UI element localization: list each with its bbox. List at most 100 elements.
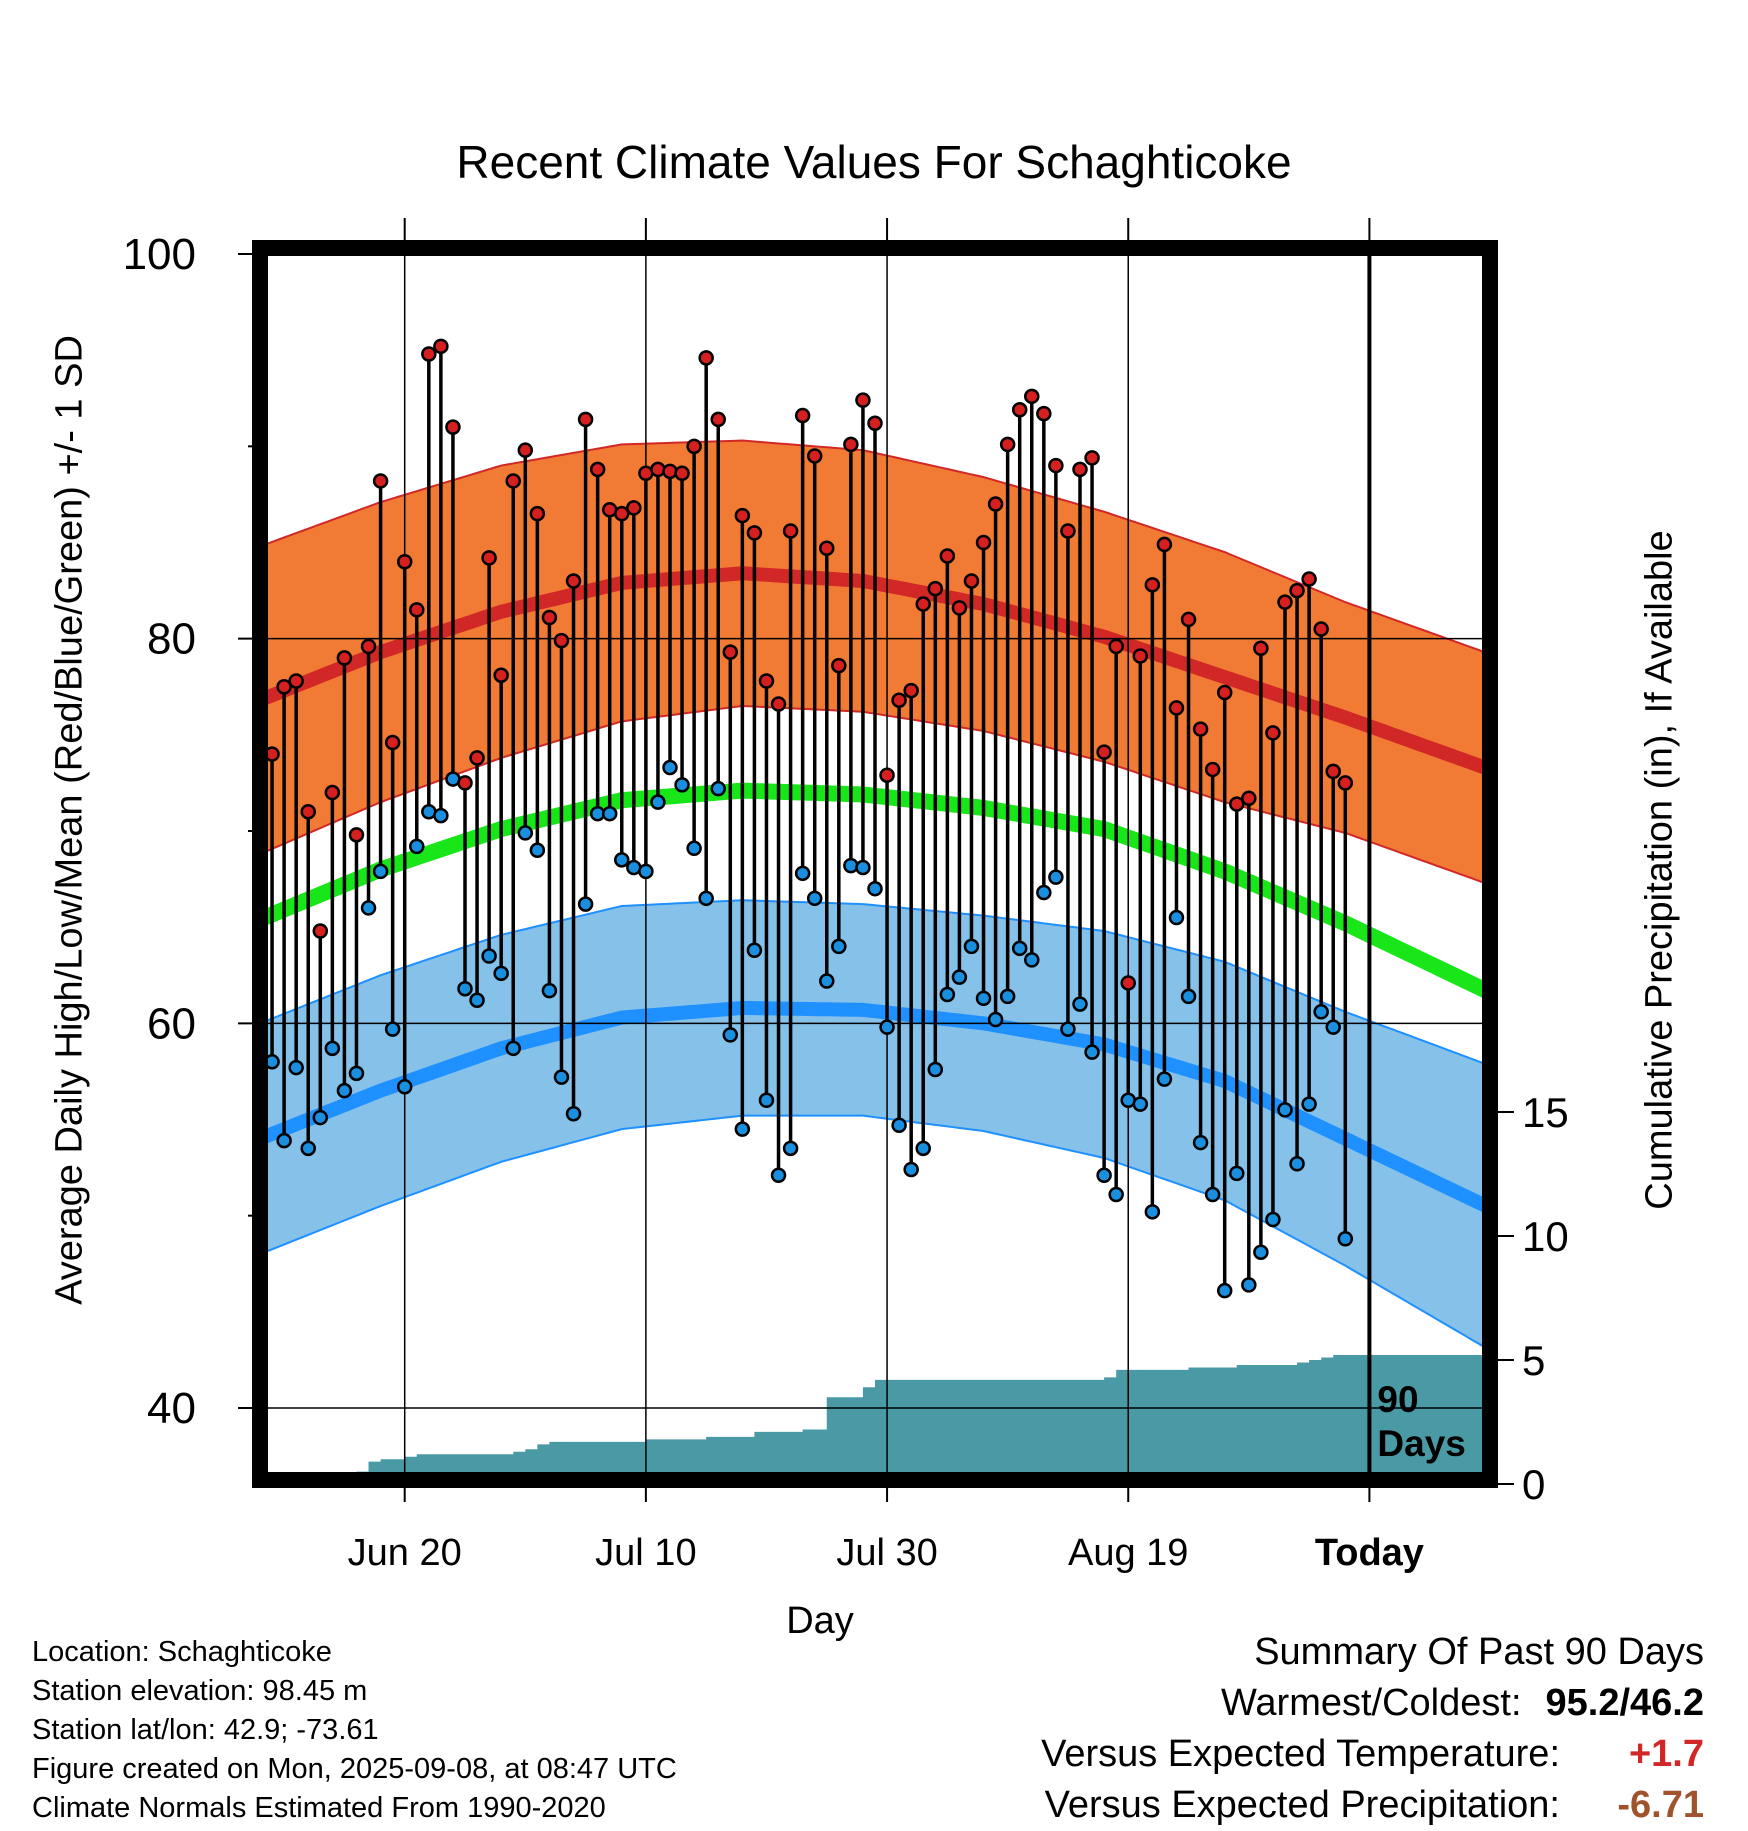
high-point — [867, 415, 883, 432]
high-point — [433, 338, 449, 355]
low-point — [517, 825, 534, 841]
warm-cold-value: 95.2/46.2 — [1545, 1682, 1704, 1724]
low-point — [336, 1082, 353, 1099]
low-point — [686, 840, 702, 857]
y-left-tick-label: 60 — [147, 999, 196, 1048]
high-point — [1265, 725, 1281, 741]
low-point — [1180, 988, 1197, 1005]
high-point — [324, 784, 341, 801]
high-point — [1277, 594, 1293, 610]
low-point — [843, 857, 859, 874]
x-tick-label: Jul 30 — [836, 1532, 937, 1574]
high-point — [541, 609, 558, 626]
y-right-tick-label: 0 — [1522, 1461, 1545, 1508]
low-point — [891, 1117, 907, 1134]
high-point — [782, 523, 799, 539]
low-point — [722, 1027, 739, 1043]
high-point — [963, 573, 980, 589]
low-point — [867, 880, 883, 897]
high-point — [819, 540, 835, 557]
low-point — [855, 859, 871, 876]
low-point — [1241, 1277, 1257, 1293]
high-point — [891, 692, 907, 708]
low-point — [493, 965, 509, 982]
high-point — [336, 650, 353, 666]
low-point — [1337, 1230, 1354, 1247]
low-point — [1301, 1096, 1317, 1112]
low-point — [1132, 1096, 1149, 1112]
y-axis-label-left: Average Daily High/Low/Mean (Red/Blue/Gr… — [48, 335, 91, 1305]
precip-label: Versus Expected Precipitation: — [1044, 1784, 1560, 1826]
station-info: Location: Schaghticoke Station elevation… — [32, 1633, 677, 1828]
high-point — [1204, 761, 1221, 778]
high-point — [457, 775, 473, 791]
high-point — [1011, 402, 1028, 418]
low-point — [1144, 1204, 1161, 1220]
high-point — [770, 696, 787, 712]
low-point — [819, 973, 835, 989]
low-point — [505, 1040, 521, 1057]
low-point — [360, 900, 377, 916]
low-point — [903, 1161, 919, 1178]
high-point — [1241, 790, 1257, 807]
low-point — [710, 780, 726, 797]
low-point — [481, 948, 497, 964]
high-point — [1108, 638, 1124, 655]
high-point — [1337, 775, 1354, 791]
low-point — [1204, 1186, 1221, 1203]
low-point — [782, 1140, 799, 1157]
low-point — [1156, 1071, 1173, 1087]
high-point — [469, 750, 485, 766]
low-point — [288, 1059, 304, 1076]
high-point — [1192, 721, 1209, 737]
high-point — [276, 679, 292, 695]
high-point — [348, 827, 365, 843]
high-point — [746, 525, 763, 541]
high-point — [300, 804, 316, 820]
high-point — [1144, 577, 1161, 593]
summary-temp: Versus Expected Temperature: +1.7 — [1041, 1729, 1704, 1780]
low-point — [927, 1061, 944, 1078]
chart-title: Recent Climate Values For Schaghticoke — [456, 136, 1292, 188]
plot-border — [252, 240, 1498, 1488]
high-point — [1024, 388, 1040, 405]
summary-heading: Summary Of Past 90 Days — [1254, 1631, 1704, 1673]
low-point — [879, 1019, 895, 1035]
high-point — [903, 682, 919, 699]
high-point — [758, 673, 775, 689]
high-point — [517, 442, 534, 458]
low-point — [975, 990, 992, 1007]
high-point — [927, 580, 944, 597]
low-sd-band-lower-edge — [259, 1114, 1491, 1352]
high-point — [1289, 582, 1305, 599]
low-point — [1084, 1044, 1100, 1060]
high-point — [987, 496, 1004, 512]
high-point — [1060, 523, 1076, 539]
high-point — [577, 411, 594, 428]
low-point — [1253, 1244, 1269, 1260]
high-point — [710, 411, 726, 428]
high-point — [951, 600, 968, 616]
high-point — [806, 448, 823, 464]
high-point — [1084, 450, 1100, 466]
high-point — [1036, 405, 1052, 422]
high-point — [421, 346, 437, 362]
x-tick-label: Aug 19 — [1068, 1532, 1188, 1574]
location-text: Location: Schaghticoke — [32, 1636, 332, 1668]
low-point — [999, 988, 1016, 1005]
high-point — [698, 350, 714, 366]
x-tick-label: Jul 10 — [595, 1532, 696, 1574]
low-point — [614, 852, 630, 868]
low-point — [1024, 952, 1040, 968]
y-left-tick-label: 100 — [123, 230, 196, 279]
low-point — [384, 1021, 401, 1037]
high-point — [794, 407, 811, 424]
low-sd-band — [260, 900, 1490, 1351]
high-point — [626, 500, 642, 516]
high-point — [589, 461, 606, 478]
high-point — [384, 734, 401, 751]
latlon-text: Station lat/lon: 42.9; -73.61 — [32, 1714, 379, 1746]
high-point — [1301, 571, 1317, 587]
low-point — [1060, 1021, 1076, 1037]
